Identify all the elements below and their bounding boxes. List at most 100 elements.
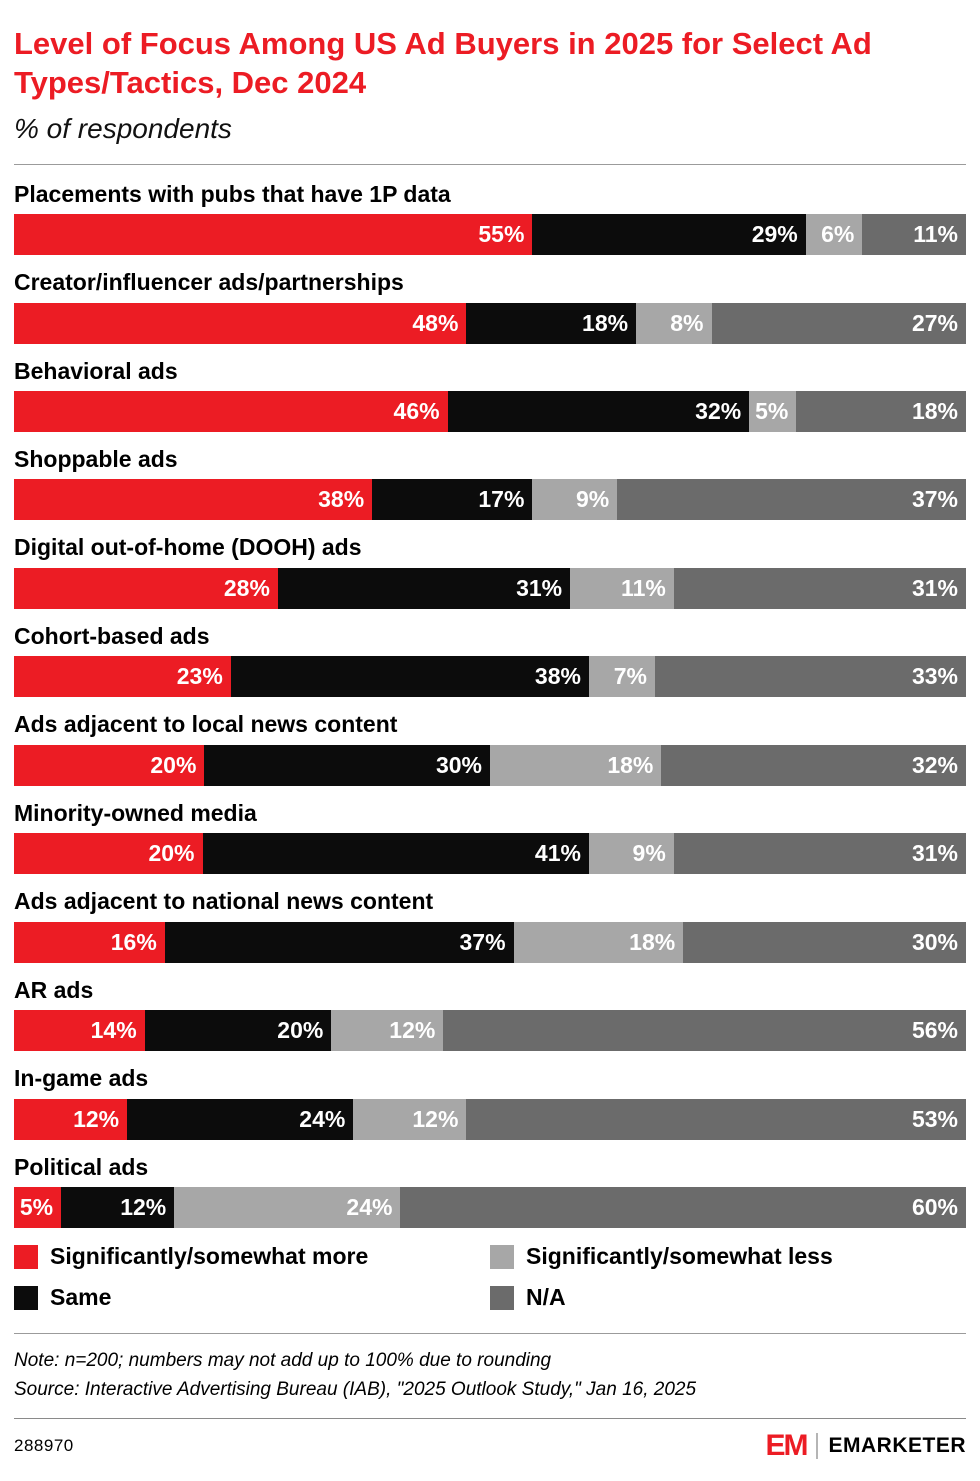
chart-id: 288970 (14, 1436, 74, 1456)
segment-value: 31% (516, 574, 563, 601)
segment-value: 24% (346, 1193, 393, 1220)
bar-segment-significantly-somewhat-less: 8% (636, 302, 712, 344)
brand-logo: EM EMARKETER (765, 1431, 966, 1461)
segment-value: 28% (223, 574, 270, 601)
category-label: Cohort-based ads (14, 622, 210, 649)
segment-value: 9% (632, 840, 666, 867)
chart-row: Digital out-of-home (DOOH) ads 28% 31% 11% 3… (14, 534, 967, 609)
bar-segment-n-a: 56% (443, 1010, 967, 1052)
bar-segment-significantly-somewhat-more: 55% (14, 214, 533, 256)
chart-row: Creator/influencer ads/partnerships 48% 18… (14, 269, 966, 344)
chart-legend: Significantly/somewhat more Significantly… (14, 1243, 966, 1311)
bar-segment-n-a: 27% (711, 302, 966, 344)
bar-segment-n-a: 31% (673, 833, 966, 875)
bar-segment-n-a: 33% (654, 656, 966, 698)
legend-label: Same (50, 1284, 112, 1311)
segment-value: 9% (575, 486, 610, 513)
bar-segment-same: 41% (202, 833, 589, 875)
segment-value: 37% (911, 486, 958, 513)
segment-value: 5% (755, 398, 789, 424)
segment-value: 31% (911, 574, 959, 601)
bar-segment-significantly-somewhat-more: 14% (14, 1010, 145, 1052)
brand-name: EMARKETER (828, 1434, 966, 1458)
category-label: Ads adjacent to national news content (14, 888, 434, 915)
segment-value: 12% (412, 1105, 459, 1132)
segment-value: 23% (176, 663, 223, 690)
segment-value: 55% (478, 221, 525, 248)
bar-segment-significantly-somewhat-less: 6% (805, 214, 863, 256)
stacked-bar: 38% 17% 9% 37% (14, 479, 966, 521)
bar-segment-same: 12% (61, 1186, 175, 1228)
chart-source: Source: Interactive Advertising Bureau (… (14, 1378, 697, 1400)
segment-value: 16% (110, 928, 157, 955)
segment-value: 5% (19, 1193, 54, 1220)
bar-segment-significantly-somewhat-more: 20% (14, 744, 205, 786)
page-title: Level of Focus Among US Ad Buyers in 202… (14, 26, 872, 101)
bar-segment-significantly-somewhat-more: 12% (14, 1098, 128, 1140)
category-label: In-game ads (14, 1065, 149, 1092)
bar-segment-significantly-somewhat-more: 48% (14, 302, 467, 344)
bar-segment-same: 37% (164, 921, 514, 963)
legend-label: N/A (526, 1284, 566, 1311)
bar-segment-same: 30% (204, 744, 490, 786)
page-subtitle: % of respondents (14, 113, 232, 145)
bar-segment-significantly-somewhat-more: 46% (14, 391, 448, 432)
emarketer-mark-icon: EM (765, 1429, 808, 1463)
segment-value: 7% (613, 663, 647, 690)
segment-value: 18% (911, 398, 958, 424)
category-label: Creator/influencer ads/partnerships (14, 269, 404, 296)
bar-segment-significantly-somewhat-less: 12% (353, 1098, 467, 1140)
bar-segment-n-a: 60% (400, 1186, 966, 1228)
legend-item-significantly-somewhat-less: Significantly/somewhat less (490, 1243, 966, 1269)
stacked-bar: 20% 30% 18% 32% (14, 744, 966, 786)
segment-value: 37% (459, 928, 506, 955)
segment-value: 12% (120, 1193, 167, 1220)
bar-segment-same: 32% (447, 391, 750, 432)
category-label: Placements with pubs that have 1P data (14, 180, 451, 207)
footer-divider (14, 1418, 966, 1420)
chart-row: Political ads 5% 12% 24% 60% (14, 1154, 966, 1228)
bar-segment-same: 18% (466, 302, 637, 344)
stacked-bar: 20% 41% 9% 31% (14, 833, 966, 875)
bar-segment-n-a: 32% (661, 744, 966, 786)
bar-segment-significantly-somewhat-more: 20% (14, 833, 203, 875)
stacked-bar: 28% 31% 11% 31% (14, 567, 967, 609)
category-label: Shoppable ads (14, 446, 178, 472)
bar-segment-significantly-somewhat-less: 18% (513, 921, 684, 963)
stacked-bar: 46% 32% 5% 18% (14, 391, 966, 432)
segment-value: 53% (911, 1105, 958, 1132)
segment-value: 6% (821, 221, 855, 248)
segment-value: 18% (582, 309, 629, 336)
notes-divider (14, 1332, 966, 1334)
segment-value: 20% (150, 751, 197, 778)
bar-segment-significantly-somewhat-less: 7% (588, 656, 655, 698)
bar-segment-significantly-somewhat-more: 38% (14, 479, 373, 521)
segment-value: 20% (148, 840, 195, 867)
bar-segment-n-a: 53% (466, 1098, 966, 1140)
segment-value: 38% (534, 663, 581, 690)
stacked-bar: 5% 12% 24% 60% (14, 1186, 966, 1228)
footer: 288970 EM EMARKETER (14, 1419, 966, 1473)
bar-segment-same: 31% (277, 567, 571, 609)
segment-value: 46% (393, 398, 440, 424)
legend-item-n-a: N/A (490, 1284, 966, 1311)
segment-value: 20% (277, 1017, 324, 1044)
segment-value: 17% (478, 486, 525, 513)
header-divider (14, 163, 966, 165)
category-label: Digital out-of-home (DOOH) ads (14, 534, 362, 561)
segment-value: 12% (73, 1105, 120, 1132)
category-label: AR ads (14, 976, 94, 1003)
bar-segment-same: 38% (230, 656, 589, 698)
bar-segment-significantly-somewhat-less: 11% (570, 567, 674, 609)
segment-value: 29% (751, 221, 798, 248)
stacked-bar: 16% 37% 18% 30% (14, 921, 966, 963)
segment-value: 18% (607, 751, 654, 778)
bar-segment-same: 20% (144, 1010, 332, 1052)
segment-value: 30% (435, 751, 482, 778)
chart-row: Ads adjacent to national news content 16%… (14, 888, 966, 963)
bar-segment-significantly-somewhat-more: 28% (14, 567, 278, 609)
segment-value: 32% (695, 398, 742, 424)
segment-value: 18% (629, 928, 676, 955)
legend-swatch-icon (490, 1244, 514, 1269)
